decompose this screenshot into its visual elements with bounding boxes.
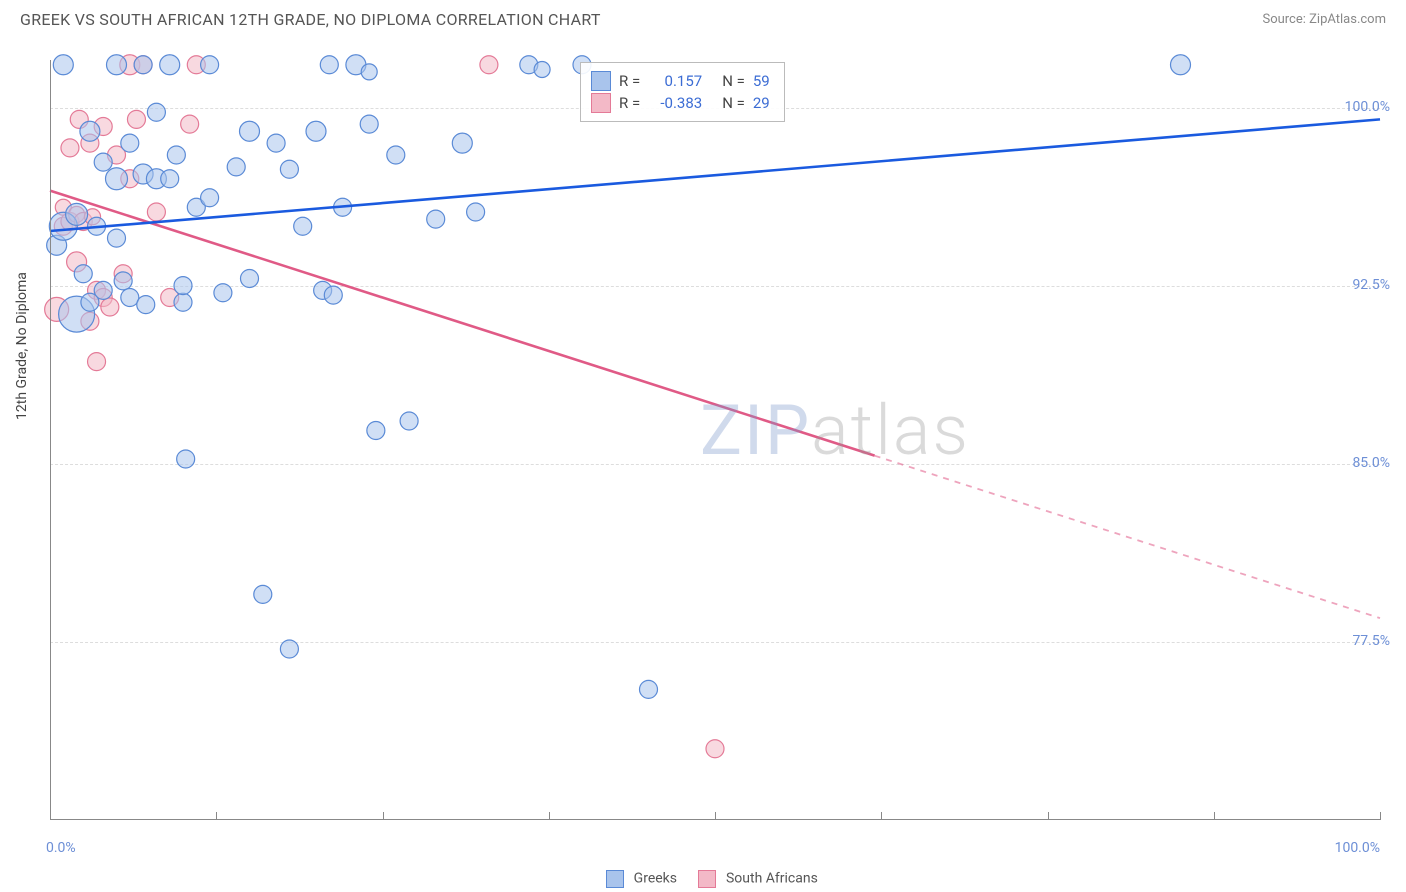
scatter-plot-svg xyxy=(50,60,1380,820)
correlation-stats-box: R = 0.157 N = 59 R = -0.383 N = 29 xyxy=(580,62,785,122)
x-axis-max-label: 100.0% xyxy=(1335,840,1380,856)
chart-title: GREEK VS SOUTH AFRICAN 12TH GRADE, NO DI… xyxy=(20,10,601,29)
x-tick-mark xyxy=(383,812,384,820)
legend-swatch-greeks xyxy=(606,870,624,888)
data-point-greeks xyxy=(254,585,272,603)
data-point-greeks xyxy=(107,55,127,75)
data-point-greeks xyxy=(367,422,385,440)
data-point-greeks xyxy=(640,680,658,698)
data-point-greeks xyxy=(280,640,298,658)
data-point-south_africans xyxy=(706,740,724,758)
data-point-greeks xyxy=(160,55,180,75)
data-point-greeks xyxy=(53,55,73,75)
n-value: 29 xyxy=(753,94,770,112)
data-point-greeks xyxy=(280,160,298,178)
data-point-south_africans xyxy=(127,110,145,128)
data-point-greeks xyxy=(66,203,88,225)
legend-label-greeks: Greeks xyxy=(634,871,677,887)
data-point-greeks xyxy=(121,134,139,152)
data-point-greeks xyxy=(114,272,132,290)
data-point-greeks xyxy=(108,229,126,247)
data-point-greeks xyxy=(106,168,128,190)
n-value: 59 xyxy=(753,72,770,90)
y-tick-label: 77.5% xyxy=(1320,633,1390,649)
data-point-greeks xyxy=(387,146,405,164)
data-point-greeks xyxy=(361,64,377,80)
stat-swatch xyxy=(591,93,611,113)
legend-label-south-africans: South Africans xyxy=(726,871,818,887)
data-point-greeks xyxy=(121,289,139,307)
legend-swatch-south-africans xyxy=(698,870,716,888)
data-point-south_africans xyxy=(88,353,106,371)
data-point-south_africans xyxy=(101,298,119,316)
chart-plot-area: 77.5%85.0%92.5%100.0% ZIPatlas R =0.157N… xyxy=(50,60,1380,820)
x-tick-mark xyxy=(1048,812,1049,820)
data-point-greeks xyxy=(452,133,472,153)
trend-line-south_africans xyxy=(50,191,875,456)
data-point-greeks xyxy=(241,270,259,288)
r-value: -0.383 xyxy=(648,94,702,112)
data-point-greeks xyxy=(177,450,195,468)
data-point-greeks xyxy=(174,277,192,295)
x-tick-mark xyxy=(881,812,882,820)
r-label: R = xyxy=(619,94,640,112)
x-tick-mark xyxy=(715,812,716,820)
data-point-greeks xyxy=(240,121,260,141)
data-point-south_africans xyxy=(147,203,165,221)
data-point-greeks xyxy=(201,56,219,74)
data-point-greeks xyxy=(534,62,550,78)
data-point-greeks xyxy=(227,158,245,176)
data-point-greeks xyxy=(214,284,232,302)
x-tick-mark xyxy=(1380,812,1381,820)
x-axis-min-label: 0.0% xyxy=(46,840,76,856)
y-axis-label: 12th Grade, No Diploma xyxy=(14,272,30,420)
x-tick-mark xyxy=(216,812,217,820)
data-point-greeks xyxy=(320,56,338,74)
bottom-legend: Greeks South Africans xyxy=(0,870,1406,888)
data-point-greeks xyxy=(161,170,179,188)
y-tick-label: 85.0% xyxy=(1320,455,1390,471)
data-point-greeks xyxy=(137,296,155,314)
data-point-greeks xyxy=(94,281,112,299)
r-label: R = xyxy=(619,72,640,90)
data-point-south_africans xyxy=(61,139,79,157)
data-point-greeks xyxy=(147,103,165,121)
x-tick-mark xyxy=(1214,812,1215,820)
source-attribution: Source: ZipAtlas.com xyxy=(1262,12,1386,27)
data-point-greeks xyxy=(306,121,326,141)
data-point-greeks xyxy=(427,210,445,228)
data-point-greeks xyxy=(1171,55,1191,75)
data-point-greeks xyxy=(360,115,378,133)
data-point-greeks xyxy=(80,121,100,141)
trend-line-extrapolated-south_africans xyxy=(875,456,1380,618)
data-point-greeks xyxy=(201,189,219,207)
data-point-greeks xyxy=(94,153,112,171)
stat-row: R = -0.383 N = 29 xyxy=(591,93,770,113)
data-point-south_africans xyxy=(181,115,199,133)
y-tick-label: 100.0% xyxy=(1320,99,1390,115)
data-point-south_africans xyxy=(480,56,498,74)
data-point-greeks xyxy=(400,412,418,430)
data-point-greeks xyxy=(134,56,152,74)
data-point-greeks xyxy=(294,217,312,235)
x-tick-mark xyxy=(549,812,550,820)
chart-header: GREEK VS SOUTH AFRICAN 12TH GRADE, NO DI… xyxy=(0,0,1406,37)
x-tick-mark xyxy=(50,812,51,820)
data-point-greeks xyxy=(267,134,285,152)
data-point-greeks xyxy=(467,203,485,221)
n-label: N = xyxy=(722,72,745,90)
stat-swatch xyxy=(591,71,611,91)
data-point-greeks xyxy=(74,265,92,283)
n-label: N = xyxy=(722,94,745,112)
data-point-greeks xyxy=(174,293,192,311)
stat-row: R = 0.157 N = 59 xyxy=(591,71,770,91)
data-point-greeks xyxy=(167,146,185,164)
y-tick-label: 92.5% xyxy=(1320,277,1390,293)
data-point-greeks xyxy=(324,286,342,304)
y-axis-line xyxy=(50,60,51,820)
r-value: 0.157 xyxy=(648,72,702,90)
